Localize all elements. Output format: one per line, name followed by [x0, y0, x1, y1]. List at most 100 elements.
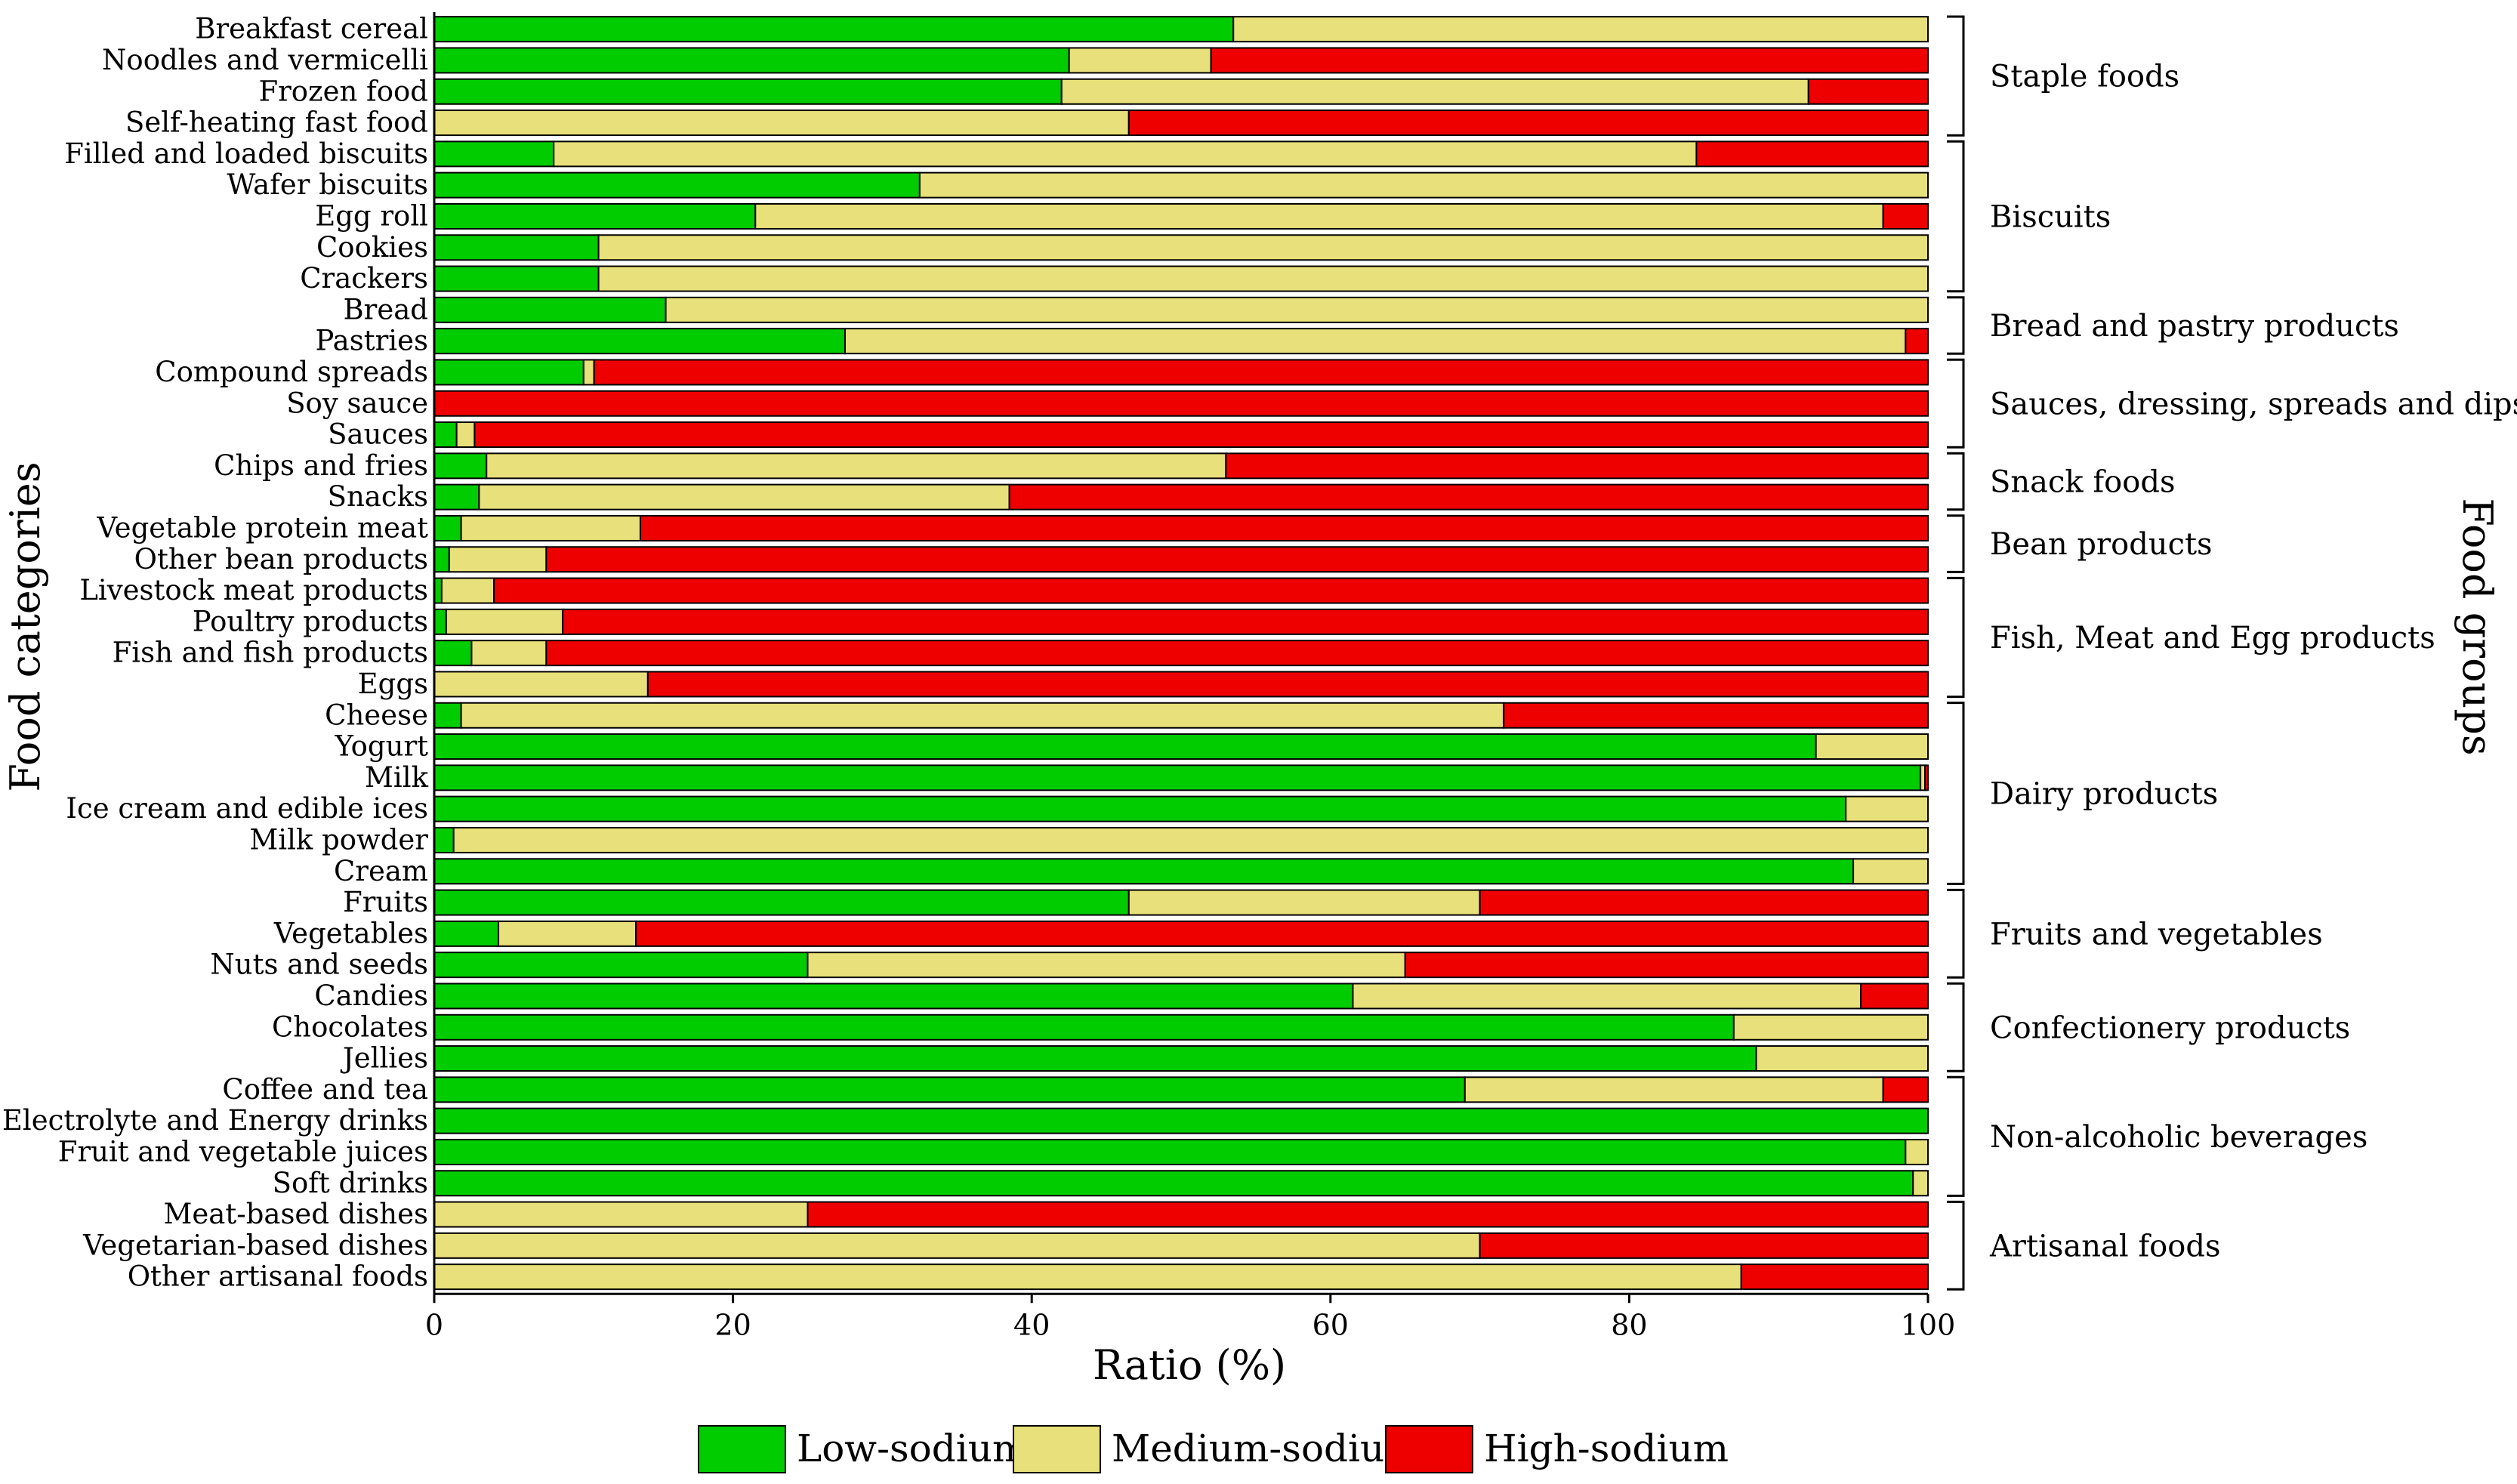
- bar-segment-medium: [844, 328, 1907, 355]
- bar-segment-medium: [440, 577, 495, 604]
- group-label: Dairy products: [1990, 777, 2218, 812]
- bar-segment-high: [1882, 202, 1929, 230]
- category-label: Poultry products: [193, 605, 428, 637]
- group-label: Sauces, dressing, spreads and dips: [1990, 387, 2517, 421]
- group-label: Fish, Meat and Egg products: [1990, 621, 2435, 656]
- category-label: Pastries: [315, 325, 428, 357]
- bar-segment-low: [433, 1107, 1929, 1134]
- bar-segment-medium: [460, 702, 1505, 729]
- legend-label-medium: Medium-sodium: [1112, 1427, 1420, 1470]
- bar-segment-high: [1807, 78, 1929, 105]
- category-label: Crackers: [300, 262, 428, 295]
- bar-segment-high: [545, 546, 1929, 573]
- bar-segment-medium: [1060, 78, 1809, 105]
- group-label: Bean products: [1990, 527, 2213, 562]
- group-bracket: [1947, 514, 1965, 573]
- bar-segment-low: [433, 16, 1235, 43]
- bar-segment-high: [1210, 47, 1929, 74]
- bar-segment-low: [433, 78, 1063, 105]
- bar-segment-high: [1479, 889, 1929, 916]
- bar-segment-low: [433, 171, 921, 199]
- bar-segment-medium: [754, 202, 1884, 230]
- bar-segment-medium: [1127, 889, 1481, 916]
- bar-segment-medium: [486, 452, 1227, 480]
- bar-segment-low: [433, 1076, 1466, 1103]
- legend-swatch-high: [1385, 1425, 1473, 1473]
- group-bracket: [1947, 358, 1965, 449]
- bar-segment-high: [1924, 764, 1929, 791]
- legend-swatch-medium: [1013, 1425, 1101, 1473]
- bar-segment-medium: [1905, 1138, 1929, 1165]
- bar-segment-high: [1859, 983, 1929, 1010]
- group-bracket: [1947, 140, 1965, 293]
- bar-segment-low: [433, 483, 480, 511]
- category-label: Vegetarian-based dishes: [82, 1229, 428, 1261]
- category-label: Cheese: [325, 699, 428, 731]
- group-bracket: [1947, 1075, 1965, 1197]
- bar-segment-high: [1225, 452, 1929, 480]
- x-tick-label: 80: [1611, 1308, 1647, 1341]
- bar-segment-medium: [1815, 733, 1929, 761]
- bar-segment-low: [433, 920, 500, 947]
- bar-segment-low: [433, 983, 1354, 1010]
- group-label: Staple foods: [1990, 60, 2179, 94]
- category-label: Cream: [334, 855, 428, 887]
- legend-swatch-low: [698, 1425, 786, 1473]
- category-label: Coffee and tea: [222, 1073, 428, 1106]
- bar-segment-medium: [1845, 795, 1929, 822]
- bar-segment-high: [1008, 483, 1929, 511]
- bar-segment-low: [433, 265, 600, 292]
- category-label: Bread: [343, 293, 428, 325]
- bar-segment-high: [1740, 1263, 1929, 1291]
- bar-segment-medium: [445, 608, 564, 635]
- bar-segment-medium: [433, 671, 649, 698]
- category-label: Nuts and seeds: [210, 949, 428, 981]
- bar-segment-low: [433, 202, 757, 230]
- bar-segment-medium: [498, 920, 637, 947]
- bar-segment-high: [1905, 328, 1929, 355]
- bar-segment-high: [1127, 110, 1929, 137]
- bar-segment-medium: [597, 265, 1929, 292]
- bar-segment-medium: [470, 640, 548, 667]
- category-label: Soft drinks: [273, 1167, 428, 1199]
- bar-segment-medium: [433, 110, 1130, 137]
- group-bracket: [1947, 296, 1965, 355]
- legend-label-high: High-sodium: [1484, 1427, 1729, 1470]
- category-label: Eggs: [358, 668, 428, 700]
- bar-segment-medium: [1755, 1045, 1929, 1072]
- bar-segment-medium: [807, 952, 1406, 979]
- category-label: Milk powder: [249, 823, 428, 856]
- bar-segment-medium: [582, 359, 595, 386]
- bar-segment-medium: [1464, 1076, 1884, 1103]
- category-label: Vegetables: [273, 917, 428, 949]
- category-label: Wafer biscuits: [227, 168, 428, 201]
- bar-segment-medium: [1732, 1014, 1929, 1041]
- category-label: Milk: [365, 761, 429, 794]
- bar-segment-low: [433, 1138, 1907, 1165]
- group-bracket: [1947, 452, 1965, 511]
- category-label: Self-heating fast food: [125, 106, 428, 139]
- bar-segment-high: [1503, 702, 1929, 729]
- category-label: Fish and fish products: [113, 637, 428, 669]
- bar-segment-medium: [597, 234, 1929, 261]
- bar-segment-low: [433, 514, 462, 541]
- bar-segment-low: [433, 640, 473, 667]
- group-brackets: Staple foods Biscuits Bread and pastry pro…: [1947, 15, 2517, 1291]
- bar-segment-low: [433, 296, 667, 323]
- x-tick-label: 20: [714, 1308, 751, 1341]
- category-label: Electrolyte and Energy drinks: [2, 1104, 428, 1137]
- category-label: Fruit and vegetable juices: [58, 1135, 428, 1168]
- group-label: Fruits and vegetables: [1990, 917, 2323, 952]
- bar-segment-high: [493, 577, 1929, 604]
- category-label: Other artisanal foods: [128, 1260, 428, 1293]
- group-bracket: [1947, 15, 1965, 137]
- bar-segment-low: [433, 1045, 1757, 1072]
- bar-segment-medium: [455, 421, 476, 449]
- bar-segment-medium: [433, 1263, 1742, 1291]
- bar-segment-medium: [1232, 16, 1929, 43]
- legend-label-low: Low-sodium: [797, 1427, 1028, 1470]
- x-tick-label: 40: [1013, 1308, 1050, 1341]
- bars-layer: [433, 16, 1929, 1291]
- category-label: Frozen food: [258, 75, 428, 107]
